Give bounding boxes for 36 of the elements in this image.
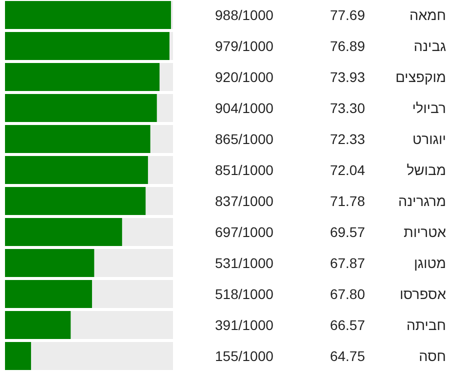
y-tick-label: מבושל	[406, 162, 446, 178]
y-tick-label: מטוגן	[414, 255, 446, 271]
y-tick-label: מרגרינה	[398, 193, 446, 209]
text: 76.89	[330, 38, 366, 54]
data-label: 865/1000	[215, 131, 274, 147]
text: 66.57	[330, 317, 366, 333]
data-label: 837/1000	[215, 193, 274, 209]
text: 67.87	[330, 255, 366, 271]
y-tick-label: מוקפצים	[395, 69, 446, 85]
text: 71.78	[330, 193, 366, 209]
text: 64.75	[330, 348, 366, 364]
y-tick-label: אטריות	[404, 224, 446, 240]
data-label: 391/1000	[215, 317, 274, 333]
y-tick-label: גבינה	[414, 38, 446, 54]
data-label: 531/1000	[215, 255, 274, 271]
text: 77.69	[330, 7, 366, 23]
text: 67.80	[330, 286, 366, 302]
data-label: 518/1000	[215, 286, 274, 302]
data-label: 697/1000	[215, 224, 274, 240]
text: 72.04	[330, 162, 366, 178]
data-label: 904/1000	[215, 100, 274, 116]
data-label: 851/1000	[215, 162, 274, 178]
text: 72.33	[330, 131, 366, 147]
data-label: 988/1000	[215, 7, 274, 23]
text: 73.93	[330, 69, 366, 85]
y-tick-label: אספרסו	[400, 286, 446, 302]
text: 69.57	[330, 224, 366, 240]
y-tick-label: חסה	[418, 348, 446, 364]
data-label: 920/1000	[215, 69, 274, 85]
text: 73.30	[330, 100, 366, 116]
y-tick-label: יוגורט	[412, 131, 446, 147]
y-tick-label: חביתה	[406, 317, 446, 333]
y-tick-label: חמאה	[410, 7, 446, 23]
y-tick-label: רביולי	[412, 100, 446, 116]
data-label: 155/1000	[215, 348, 274, 364]
data-label: 979/1000	[215, 38, 274, 54]
